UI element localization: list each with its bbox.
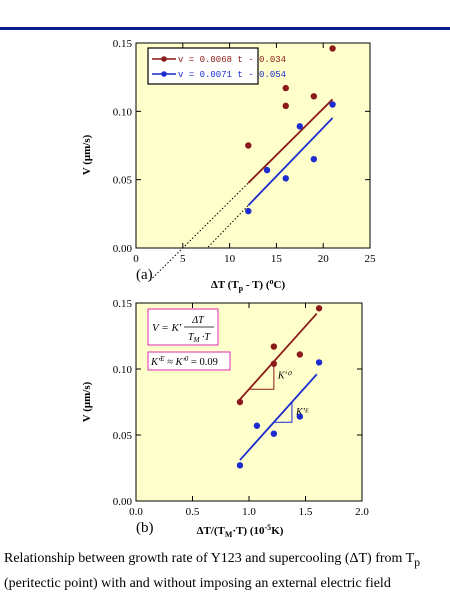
panel-a-point-0 [282, 102, 289, 110]
panel-a-fit-line-1 [247, 117, 334, 206]
panel-a-xlabel: ΔT (Tp - T) (oC) [211, 277, 286, 293]
panel-a-xtick-label: 0 [133, 253, 139, 265]
panel-b-chart: 0.0 0.5 1.0 1.5 2.0 0.00 0.05 0.10 0.15 K'⁰ K'ᴱ V… [81, 298, 369, 539]
slope-label-brown: K'⁰ [277, 370, 293, 381]
panel-b-point-1 [270, 430, 278, 437]
panel-b-xtick-label: 1.0 [242, 506, 256, 518]
panel-a-extrapolation-1 [207, 205, 249, 248]
panel-b-xtick-label: 0.0 [129, 506, 143, 518]
figure-caption: Relationship between growth rate of Y123… [4, 548, 448, 594]
panel-b-point-1 [253, 422, 261, 429]
formula-box-2-border [147, 351, 231, 371]
panel-b-ytick-label: 0.00 [113, 496, 133, 508]
figure: 0 5 10 15 20 25 0.00 0.05 0.10 0.15 v = 0.0068 t … [81, 38, 376, 539]
formula-1-lhs: V = K' [152, 322, 182, 334]
panel-b-point-1 [236, 462, 244, 469]
panel-b-point-1 [296, 413, 304, 420]
panel-a-xtick-label: 5 [180, 253, 186, 265]
panel-b-ylabel: V (μm/s) [81, 381, 93, 422]
panel-a-points [245, 45, 336, 215]
panel-b-xtick-label: 2.0 [355, 506, 369, 518]
panel-a-point-1 [245, 207, 252, 215]
panel-a-legend-box [147, 47, 259, 85]
slope-label-blue: K'ᴱ [295, 407, 309, 418]
slope-triangle-blue [273, 402, 293, 423]
panel-b-xlabel: ΔT/(TM·T) (10-5K) [197, 523, 284, 539]
panel-a-ylabel: V (μm/s) [81, 134, 93, 175]
legend-blue-marker [161, 71, 167, 77]
panel-a-label: (a) [136, 267, 153, 283]
panel-a-ytick-label: 0.00 [113, 243, 133, 255]
panel-b-point-0 [270, 360, 278, 367]
panel-b-ytick-label: 0.10 [113, 364, 133, 376]
panel-a-ytick-label: 0.05 [113, 175, 133, 187]
panel-a-point-0 [245, 142, 252, 149]
panel-a-xtick-label: 15 [271, 253, 283, 265]
panel-b-fit-line-0 [239, 312, 318, 400]
legend-brown-marker [161, 56, 167, 62]
panel-b-point-0 [296, 351, 304, 358]
panel-a-point-0 [310, 93, 318, 100]
formula-box-2: K'E ≈ K'0 = 0.09 [147, 351, 231, 371]
panel-b-point-0 [270, 343, 278, 350]
formula-1-den: TM ·T [188, 332, 211, 344]
panel-b-point-1 [315, 359, 323, 366]
panel-b-points [236, 305, 323, 469]
panel-a-ytick-label: 0.10 [113, 106, 133, 118]
formula-2: K'E ≈ K'0 = 0.09 [150, 355, 218, 368]
panel-a-xtick-label: 10 [224, 253, 236, 265]
panel-a-xtick-label: 25 [365, 253, 377, 265]
formula-box-1: V = K' ΔT TM ·T [147, 308, 219, 346]
panel-b-point-0 [315, 305, 323, 312]
slope-triangle-brown [249, 361, 275, 390]
panel-a-point-1 [263, 166, 271, 174]
panel-a-point-0 [282, 84, 289, 92]
panel-a-xtick-label: 20 [318, 253, 330, 265]
panel-b-fit-line-1 [239, 373, 318, 461]
panel-a-fit-line-0 [247, 98, 334, 184]
panel-b-xtick-label: 0.5 [186, 506, 200, 518]
panel-a-point-0 [329, 45, 336, 52]
panel-a-point-1 [282, 175, 289, 182]
panel-b-ytick-label: 0.05 [113, 430, 133, 442]
panel-a-point-1 [296, 123, 303, 130]
panel-a-point-1 [329, 101, 336, 108]
header-rule [0, 27, 450, 30]
caption-before: Relationship between growth rate of Y123… [4, 551, 415, 566]
panel-a-fit-lines [149, 98, 334, 281]
legend-brown-label: v = 0.0068 t - 0.034 [178, 55, 286, 65]
panel-a-point-1 [310, 155, 318, 163]
panel-b-ticks: 0.0 0.5 1.0 1.5 2.0 0.00 0.05 0.10 0.15 [113, 298, 370, 518]
panel-b-xtick-label: 1.5 [299, 506, 313, 518]
panel-a-ytick-label: 0.15 [113, 38, 133, 50]
panel-a-ticks: 0 5 10 15 20 25 0.00 0.05 0.10 0.15 [113, 38, 376, 265]
caption-sub: p [414, 555, 421, 569]
panel-b-fit-lines: K'⁰ K'ᴱ [239, 312, 318, 461]
legend-blue-label: v = 0.0071 t - 0.054 [178, 70, 286, 80]
caption-after: (peritectic point) with and without impo… [4, 575, 391, 591]
panel-b-point-0 [236, 398, 244, 406]
panel-b-label: (b) [136, 520, 154, 536]
panel-a-legend: v = 0.0068 t - 0.034 v = 0.0071 t - 0.05… [147, 47, 286, 85]
panel-a-chart: 0 5 10 15 20 25 0.00 0.05 0.10 0.15 v = 0.0068 t … [81, 38, 376, 293]
panel-b-ytick-label: 0.15 [113, 298, 133, 310]
formula-1-num: ΔT [191, 315, 205, 326]
